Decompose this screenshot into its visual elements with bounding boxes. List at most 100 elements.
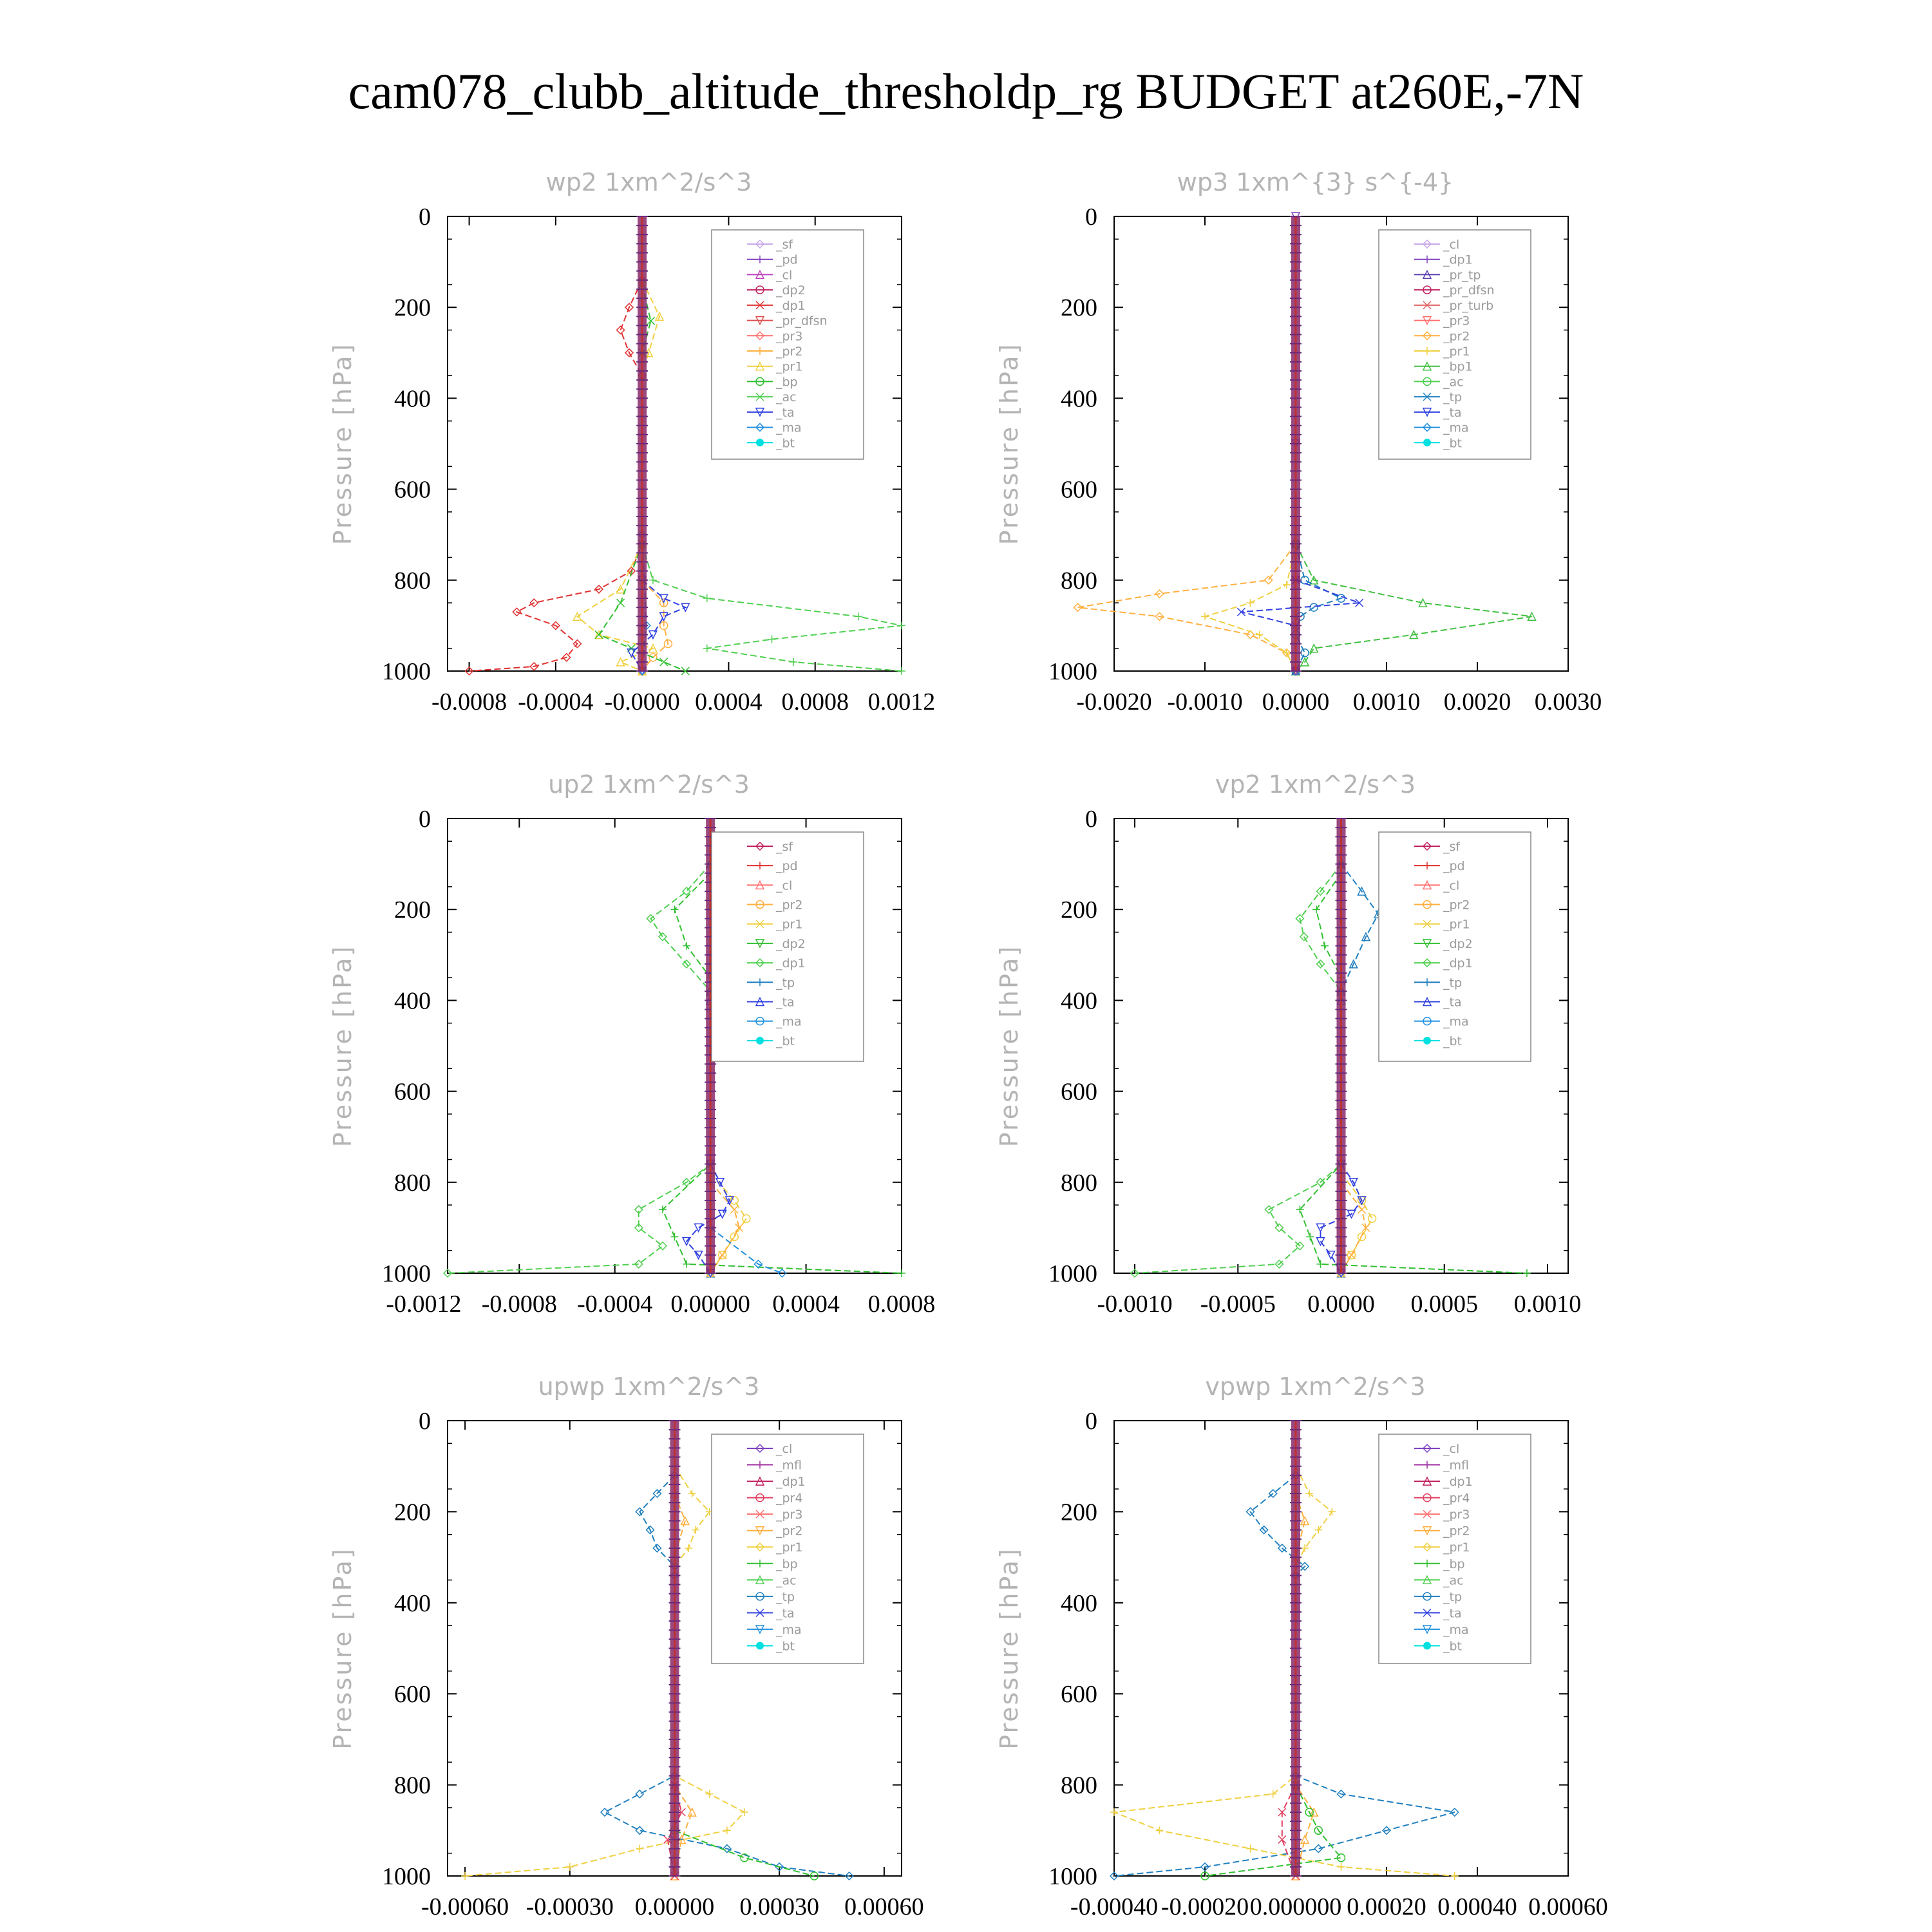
legend-marker <box>755 1493 764 1502</box>
legend-marker <box>1423 1559 1431 1567</box>
data-point <box>1357 1232 1367 1242</box>
y-tick-label: 1000 <box>382 658 431 685</box>
data-point <box>1305 1808 1314 1817</box>
x-tick-label: -0.0004 <box>577 1291 652 1318</box>
data-point <box>573 639 582 649</box>
legend-entry: _bp <box>1443 1557 1465 1571</box>
legend-marker <box>755 269 765 279</box>
data-point <box>1300 1834 1310 1844</box>
y-tick-label: 1000 <box>1048 658 1097 685</box>
data-point <box>616 325 625 335</box>
legend-entry: _sf <box>1443 840 1461 854</box>
y-tick-label: 400 <box>394 385 431 412</box>
legend-marker <box>1423 862 1431 870</box>
data-point <box>1527 611 1537 621</box>
y-tick-label: 600 <box>394 1079 431 1106</box>
legend-entry: _dp1 <box>775 956 806 971</box>
legend-entry: _dp1 <box>775 299 806 313</box>
legend-marker <box>1423 1016 1432 1026</box>
data-point <box>768 635 776 643</box>
data-point <box>1312 905 1321 914</box>
data-point <box>652 1489 662 1499</box>
legend-entry: _dp1 <box>775 1475 806 1489</box>
legend-box <box>711 229 864 460</box>
y-tick-label: 400 <box>1061 987 1097 1014</box>
legend-entry: _cl <box>775 1442 792 1456</box>
data-point <box>1130 1268 1140 1278</box>
data-point <box>723 1826 731 1835</box>
data-point <box>512 607 522 617</box>
data-point <box>1309 1807 1319 1817</box>
legend-marker <box>756 255 764 263</box>
data-point <box>658 1206 667 1214</box>
data-point <box>1314 1844 1323 1853</box>
legend-marker <box>1423 392 1432 401</box>
data-point <box>1367 1214 1377 1224</box>
data-point <box>1246 1844 1255 1853</box>
legend-entry: _dp1 <box>1443 253 1473 267</box>
legend-entry: _pr3 <box>775 329 802 343</box>
y-tick-label: 0 <box>1085 1408 1097 1435</box>
data-point <box>1300 649 1309 658</box>
legend-entry: _dp1 <box>1443 1475 1473 1489</box>
legend-entry: _ma <box>775 1015 802 1029</box>
data-point <box>685 1544 693 1552</box>
x-tick-label: 0.00020 <box>1347 1893 1426 1920</box>
legend-marker <box>1422 408 1432 417</box>
legend-entry: _ta <box>775 406 795 420</box>
legend-entry: _cl <box>775 878 792 893</box>
data-point <box>1320 942 1329 950</box>
series-line-pr1 <box>1340 1173 1373 1274</box>
data-point <box>1200 1871 1209 1880</box>
data-point <box>1300 1562 1310 1571</box>
legend-marker <box>756 1642 764 1650</box>
panel-2: wp3 1xm^{3} s^{-4} Pressure [hPa] 0 200 400 6… <box>995 168 1602 715</box>
data-point <box>681 1236 692 1247</box>
legend-entry: _bt <box>775 436 795 450</box>
legend-entry: _ac <box>775 1573 797 1587</box>
legend-entry: _bt <box>1443 1639 1462 1653</box>
legend-marker <box>1422 1526 1432 1536</box>
legend-entry: _tp <box>1443 1590 1462 1604</box>
series-line-pr1 <box>465 1466 746 1877</box>
legend-entry: _pr_dfsn <box>775 314 828 328</box>
data-point <box>1245 1507 1255 1517</box>
legend-entry: _ac <box>775 390 797 404</box>
data-point <box>730 1205 739 1214</box>
x-tick-label: 0.0008 <box>868 1291 936 1318</box>
x-tick-label: 0.00030 <box>739 1893 819 1920</box>
data-point <box>624 303 634 312</box>
y-axis-label: Pressure [hPa] <box>328 1547 357 1750</box>
y-tick-label: 0 <box>419 806 431 833</box>
data-point <box>616 657 625 667</box>
data-point <box>635 1789 645 1799</box>
y-tick-label: 600 <box>1061 477 1097 504</box>
data-point <box>616 584 625 594</box>
legend-marker <box>756 1461 764 1469</box>
panel-6: vpwp 1xm^2/s^3 Pressure [hPa] 0 200 400 600 80… <box>995 1372 1608 1920</box>
x-tick-label: 0.0030 <box>1535 688 1602 715</box>
legend-marker <box>1423 1036 1431 1045</box>
y-tick-label: 1000 <box>1048 1260 1097 1287</box>
data-point <box>1309 575 1319 585</box>
y-axis-label: Pressure [hPa] <box>995 945 1023 1148</box>
x-tick-label: 0.00000 <box>635 1893 715 1920</box>
legend-entry: _pr3 <box>1443 1508 1470 1522</box>
legend-entry: _pr_turb <box>1443 299 1493 313</box>
legend-entry: _ma <box>775 1623 802 1637</box>
data-point <box>1361 931 1371 942</box>
y-tick-label: 200 <box>394 896 431 923</box>
data-point <box>1274 1223 1284 1233</box>
legend-marker <box>1423 285 1432 294</box>
data-point <box>1278 1808 1287 1817</box>
legend-entry: _pr1 <box>775 918 802 932</box>
legend-entry: _pd <box>775 859 798 873</box>
legend: _sf _pd _cl _pr2 _pr1 _dp2 _dp1 _tp _ta _ma _bt <box>711 831 864 1062</box>
legend-marker <box>756 347 764 355</box>
data-point <box>1295 914 1305 923</box>
data-point <box>717 1209 727 1219</box>
y-tick-label: 1000 <box>1048 1863 1097 1890</box>
legend-marker <box>755 939 765 949</box>
data-point <box>681 667 690 676</box>
